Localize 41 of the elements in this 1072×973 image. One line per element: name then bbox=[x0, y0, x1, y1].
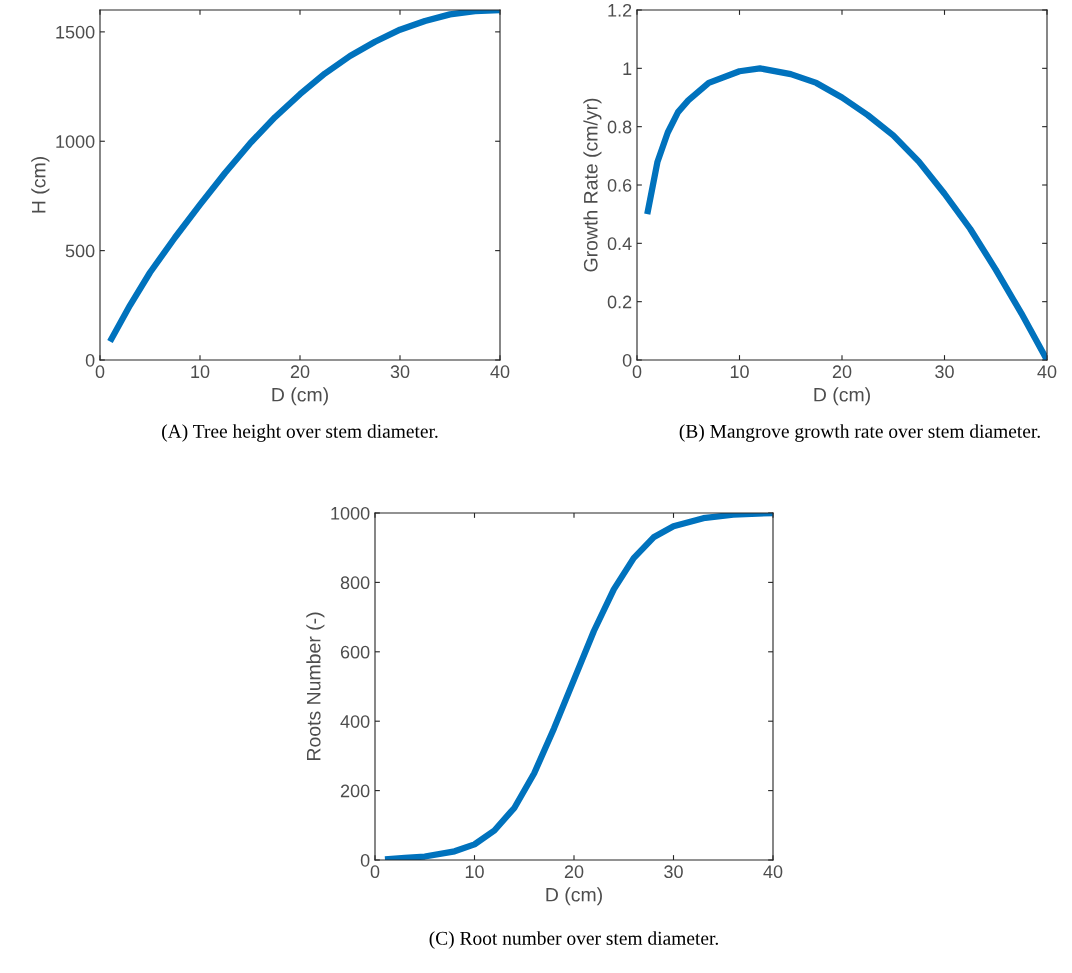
y-tick-label: 400 bbox=[340, 715, 370, 728]
x-tick-label: 30 bbox=[935, 365, 954, 379]
y-tick-label: 1 bbox=[623, 62, 632, 75]
x-tick-label: 0 bbox=[632, 365, 642, 379]
x-axis-title: D (cm) bbox=[814, 387, 870, 406]
x-tick-label: 20 bbox=[564, 865, 584, 879]
y-axis-title: Growth Rate (cm/yr) bbox=[583, 98, 602, 272]
y-tick-label: 1.2 bbox=[608, 3, 632, 17]
x-tick-label: 0 bbox=[370, 865, 380, 879]
text: (C) Root number over stem diameter. bbox=[429, 931, 718, 949]
x-tick-label: 30 bbox=[390, 365, 410, 379]
x-tick-label: 20 bbox=[290, 365, 310, 379]
x-tick-label: 40 bbox=[490, 365, 510, 379]
y-axis-title: Roots Number (-) bbox=[306, 612, 325, 760]
y-tick-label: 0 bbox=[85, 353, 95, 367]
x-axis-title: D (cm) bbox=[272, 387, 328, 406]
y-tick-label: 1000 bbox=[56, 135, 95, 148]
x-tick-label: 10 bbox=[730, 365, 749, 379]
text: (A) Tree height over stem diameter. bbox=[162, 424, 438, 442]
y-axis-title: H (cm) bbox=[31, 157, 50, 213]
x-tick-label: 30 bbox=[664, 865, 683, 879]
y-tick-label: 1000 bbox=[331, 506, 370, 520]
y-tick-label: 600 bbox=[340, 645, 370, 659]
y-tick-label: 1500 bbox=[56, 25, 95, 39]
y-tick-label: 0.6 bbox=[607, 178, 632, 192]
x-tick-label: 40 bbox=[763, 865, 783, 879]
y-tick-label: 0.4 bbox=[607, 237, 632, 251]
y-tick-label: 0 bbox=[622, 353, 632, 367]
x-tick-label: 40 bbox=[1037, 365, 1057, 379]
y-tick-label: 0.8 bbox=[607, 120, 632, 134]
y-tick-label: 0 bbox=[360, 853, 370, 867]
x-tick-label: 20 bbox=[832, 365, 852, 379]
x-tick-label: 10 bbox=[191, 365, 210, 379]
x-tick-label: 0 bbox=[95, 365, 105, 379]
y-tick-label: 800 bbox=[340, 576, 370, 590]
y-tick-label: 500 bbox=[65, 244, 95, 258]
x-axis-title: D (cm) bbox=[546, 887, 602, 906]
x-tick-label: 10 bbox=[465, 865, 484, 879]
y-tick-label: 0.2 bbox=[607, 295, 632, 309]
y-tick-label: 200 bbox=[340, 784, 370, 798]
text: (B) Mangrove growth rate over stem diameter. bbox=[679, 424, 1040, 442]
